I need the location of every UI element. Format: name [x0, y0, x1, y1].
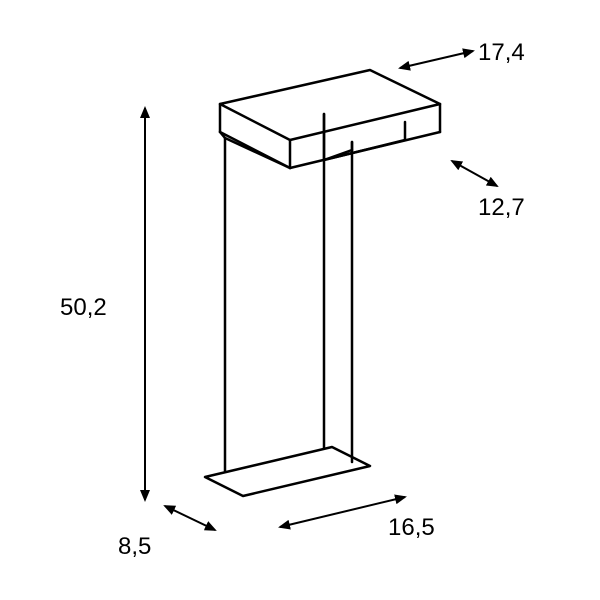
dimension-lines: [145, 51, 497, 530]
dimension-diagram: 50,2 17,4 12,7 16,5 8,5: [0, 0, 600, 600]
dim-base-d: 8,5: [118, 533, 151, 560]
dim-top-side: 12,7: [478, 194, 525, 221]
dimension-labels: 50,2 17,4 12,7 16,5 8,5: [60, 39, 525, 560]
dim-height: 50,2: [60, 294, 107, 321]
product-outline: [205, 70, 440, 496]
dim-top-depth: 17,4: [478, 39, 525, 66]
dim-base-w: 16,5: [388, 514, 435, 541]
